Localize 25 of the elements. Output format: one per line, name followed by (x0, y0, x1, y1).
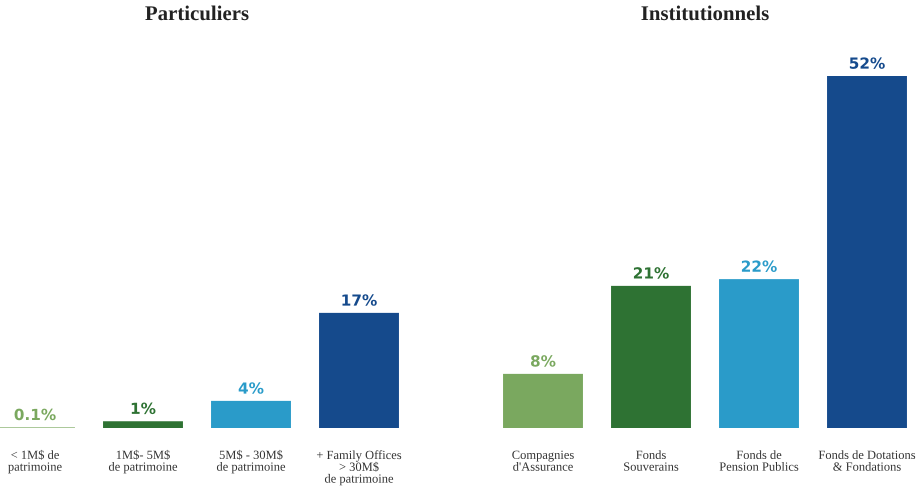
bar (827, 76, 907, 428)
x-tick-label: 5M$ - 30M$ de patrimoine (216, 450, 286, 474)
bar (319, 312, 399, 428)
bar (719, 279, 799, 428)
x-tick-label: Fonds de Dotations & Fondations (818, 450, 916, 471)
data-label: 1% (132, 402, 156, 414)
bar (211, 400, 291, 428)
data-label: 17% (342, 294, 377, 306)
bar (503, 374, 583, 428)
x-tick-label: + Family Offices > 30M$ de patrimoine (316, 450, 402, 486)
chart-title: Institutionnels (641, 6, 769, 20)
bar (611, 286, 691, 428)
x-tick-label: 1M$- 5M$ de patrimoine (108, 450, 178, 474)
x-tick-label: Fonds de Pension Publics (720, 450, 798, 471)
data-label: 22% (742, 260, 777, 272)
x-tick-label: < 1M$ de patrimoine (8, 450, 62, 474)
x-tick-label: Fonds Souverains (624, 450, 678, 471)
bar (103, 421, 183, 428)
data-label: 4% (238, 382, 264, 394)
data-label: 52% (850, 57, 885, 69)
x-tick-label: Compagnies d'Assurance (512, 450, 574, 471)
data-label: 8% (530, 355, 556, 367)
data-label: 21% (634, 267, 669, 279)
data-label: 0.1% (14, 408, 56, 420)
chart-title: Particuliers (145, 6, 249, 20)
